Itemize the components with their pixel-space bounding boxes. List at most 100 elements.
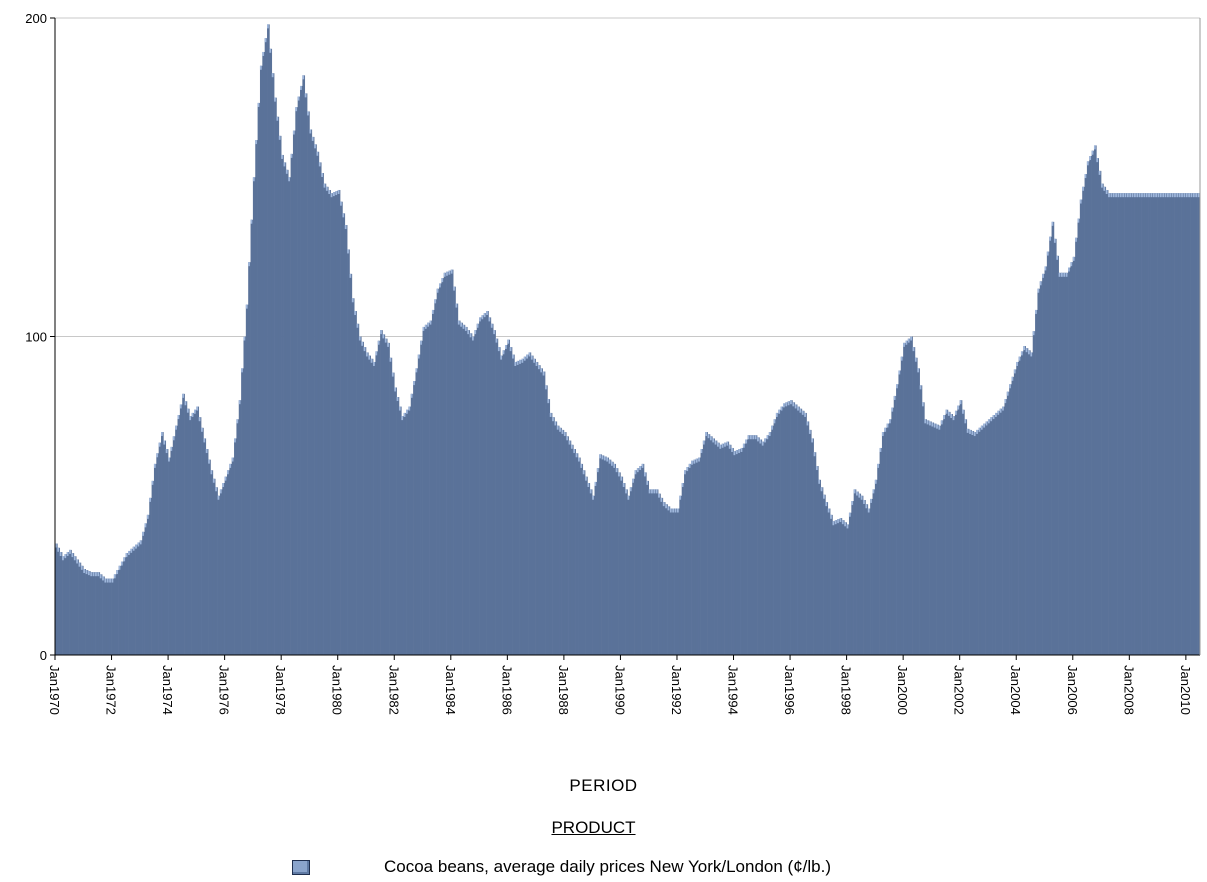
bar-highlight [85, 570, 88, 575]
bar-highlight [811, 438, 814, 443]
bar [540, 368, 543, 655]
bar-highlight [526, 354, 528, 359]
bar-highlight [1181, 193, 1183, 198]
bar-highlight [851, 501, 854, 506]
bar [144, 523, 148, 655]
bar [582, 470, 586, 655]
bar-highlight [952, 416, 955, 421]
bar [1157, 193, 1161, 656]
bar [1176, 193, 1180, 656]
bar [879, 447, 883, 655]
bar [269, 48, 273, 656]
bar-highlight [950, 414, 953, 419]
bar [234, 438, 237, 655]
bar-highlight [966, 428, 969, 433]
bar [568, 440, 572, 655]
bar-highlight [1105, 189, 1108, 194]
bar-highlight [1070, 262, 1073, 267]
bar-highlight [719, 444, 722, 449]
bar [139, 540, 143, 655]
bar [808, 429, 812, 655]
bar-highlight [658, 493, 660, 498]
bar-highlight [481, 315, 484, 320]
bar-highlight [205, 449, 208, 454]
bar [596, 468, 600, 655]
bar-highlight [695, 458, 698, 463]
bar-highlight [931, 422, 934, 427]
bar [999, 408, 1003, 655]
bar-highlight [486, 311, 488, 316]
bar-highlight [161, 432, 163, 437]
bar [71, 553, 75, 655]
bar-highlight [175, 425, 177, 430]
bar-highlight [651, 489, 653, 494]
bar-highlight [707, 434, 710, 439]
bar-highlight [153, 463, 156, 468]
bar-highlight [1174, 193, 1176, 198]
bar [476, 323, 480, 655]
bar-highlight [1009, 384, 1011, 389]
bar-highlight [189, 416, 192, 421]
bar-highlight [717, 442, 719, 447]
bar-highlight [365, 352, 368, 357]
bar-highlight [759, 439, 762, 444]
bar-highlight [907, 338, 910, 343]
x-tick-label: Jan1970 [47, 665, 62, 715]
bar-highlight [191, 412, 194, 417]
bar-highlight [580, 463, 583, 468]
bar [778, 409, 781, 655]
bar-highlight [1126, 193, 1129, 198]
bar-highlight [443, 272, 446, 277]
bar [83, 569, 86, 655]
bar [950, 414, 953, 655]
bar [389, 357, 393, 655]
bar-highlight [533, 358, 536, 363]
bar-highlight [361, 341, 364, 346]
bar [945, 409, 949, 655]
bar-highlight [342, 213, 345, 218]
bar-highlight [212, 478, 215, 483]
bar [848, 512, 852, 655]
bar [1112, 193, 1116, 656]
bar [978, 427, 982, 655]
bar-highlight [985, 421, 988, 426]
bar [707, 434, 711, 655]
bar [73, 556, 77, 655]
bar-highlight [257, 102, 260, 107]
x-tick-label: Jan2006 [1065, 665, 1080, 715]
bar [231, 457, 235, 655]
bar-highlight [945, 409, 948, 414]
bar [926, 420, 930, 655]
bar [128, 550, 131, 655]
bar [406, 409, 409, 655]
bar-highlight [321, 173, 323, 178]
bar [823, 494, 826, 655]
bar-highlight [83, 569, 86, 574]
bar [1098, 170, 1102, 655]
bar-highlight [563, 432, 566, 437]
bar [634, 470, 638, 655]
bar-highlight [424, 324, 427, 329]
bar [594, 481, 598, 655]
bar [391, 372, 395, 655]
bar-highlight [669, 508, 672, 513]
bar [1122, 193, 1125, 656]
bar-highlight [290, 153, 293, 158]
bar-highlight [179, 404, 182, 409]
bar [622, 483, 626, 655]
bar [226, 470, 230, 655]
bar-highlight [1103, 186, 1106, 191]
bar-highlight [559, 427, 561, 432]
bar [182, 393, 185, 655]
bar-highlight [377, 340, 380, 345]
bar-highlight [1037, 288, 1040, 293]
bar-highlight [356, 323, 359, 328]
bar-highlight [681, 483, 684, 488]
bar [464, 326, 468, 655]
bar-highlight [509, 347, 512, 352]
bar-highlight [971, 430, 974, 435]
bar-highlight [867, 508, 870, 513]
bar [782, 403, 786, 655]
bar-highlight [712, 438, 715, 443]
bar-highlight [910, 336, 912, 341]
